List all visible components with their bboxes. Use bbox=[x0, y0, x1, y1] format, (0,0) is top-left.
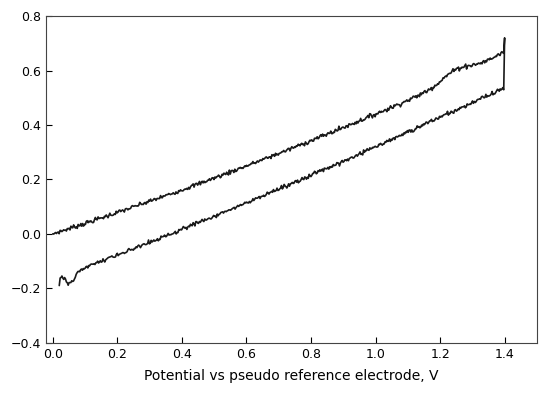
X-axis label: Potential vs pseudo reference electrode, V: Potential vs pseudo reference electrode,… bbox=[144, 369, 439, 383]
